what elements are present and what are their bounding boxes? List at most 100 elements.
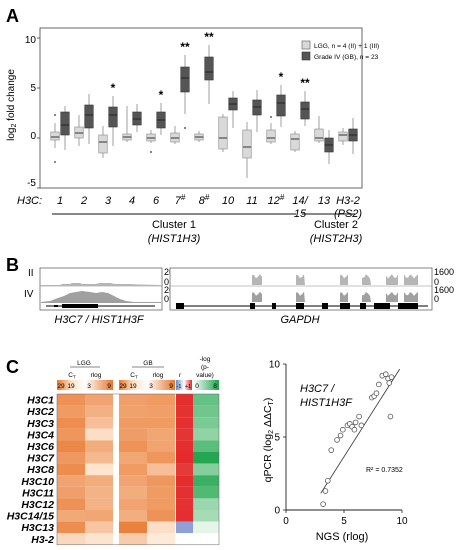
heatmap-scale-bars xyxy=(57,380,219,390)
significance-star: ** xyxy=(204,30,214,44)
scatter-point xyxy=(382,371,389,378)
scale-label: 8 xyxy=(213,383,217,390)
box-lgg xyxy=(146,130,156,153)
heatmap-cell xyxy=(147,428,175,441)
outlier-point xyxy=(184,127,186,129)
heatmap-cell xyxy=(85,486,113,499)
scatter-xlabel: NGS (rlog) xyxy=(316,531,369,543)
heatmap-header: LGG GB CT rlog CT rlog r -log (p- value) xyxy=(68,356,214,380)
gapdh-peak xyxy=(362,274,371,285)
heatmap-cell xyxy=(57,533,85,545)
heatmap-cell xyxy=(85,463,113,476)
left-track-ii-signal xyxy=(41,283,161,286)
header-neglog-1: -log xyxy=(200,356,211,363)
box-lgg xyxy=(290,131,300,152)
heatmap-cell xyxy=(147,417,175,429)
right-scale-top: 1600 xyxy=(434,267,454,277)
box-lgg xyxy=(314,116,324,143)
heatmap-cell xyxy=(176,475,193,487)
gapdh-peak xyxy=(386,291,398,302)
heatmap-cell xyxy=(147,440,175,452)
scatter-plot: 00 5 5 10 10 xyxy=(269,360,408,528)
outlier-point xyxy=(54,161,56,163)
header-lgg-ct: CT xyxy=(68,372,76,380)
gapdh-peak xyxy=(252,291,262,302)
heatmap-cell xyxy=(176,452,193,464)
heatmap-cell xyxy=(85,428,113,441)
heatmap-row-label: H3C12 xyxy=(21,499,54,511)
box-lgg xyxy=(218,114,228,152)
heatmap-cell xyxy=(176,428,193,441)
heatmap-cell xyxy=(119,428,147,441)
box-lgg xyxy=(266,116,276,144)
heatmap-cell xyxy=(119,510,147,522)
x-label: 13 xyxy=(318,195,331,207)
heatmap-cell xyxy=(57,521,85,534)
track-row-iv: IV xyxy=(24,289,34,300)
header-lgg-rlog: rlog xyxy=(91,372,102,379)
scale-bar-gb-ct xyxy=(119,380,147,390)
box-lgg xyxy=(242,122,252,178)
gapdh-peak xyxy=(296,274,305,285)
left-gene-label: H3C7 / HIST1H3F xyxy=(54,314,145,326)
box-lgg xyxy=(98,126,108,158)
heatmap-cell xyxy=(176,417,193,429)
gapdh-peak xyxy=(252,274,262,285)
scale-label: 29 xyxy=(57,383,65,390)
scale-bar-pvalue xyxy=(193,380,219,390)
panel-a-legend: LGG, n = 4 (II) + 1 (III) Grade IV (GB),… xyxy=(301,40,379,61)
scatter-point xyxy=(320,501,326,507)
x-label: 10 xyxy=(222,195,235,207)
box-lgg xyxy=(338,128,348,145)
heatmap-cell xyxy=(193,533,219,545)
scatter-point xyxy=(340,426,346,433)
right-gene-label: GAPDH xyxy=(280,314,319,326)
box-gb xyxy=(276,85,286,127)
box-gb xyxy=(180,55,190,129)
scatter-point xyxy=(387,413,394,420)
heatmap-cell xyxy=(176,394,193,406)
heatmap-cell xyxy=(176,533,193,545)
heatmap-cell xyxy=(176,463,193,476)
heatmap-cell xyxy=(193,452,219,464)
scatter-point xyxy=(373,390,380,397)
heatmap-cell xyxy=(57,463,85,476)
heatmap-row-label: H3C14/15 xyxy=(7,511,54,523)
gapdh-peak xyxy=(386,274,398,285)
scatter-point xyxy=(334,437,340,443)
left-gene-exon-small xyxy=(54,305,58,307)
heatmap-cell xyxy=(193,463,219,476)
heatmap-cell xyxy=(176,498,193,510)
significance-star: * xyxy=(279,70,284,84)
heatmap-cell xyxy=(147,498,175,510)
scatter-point xyxy=(386,380,393,386)
heatmap-row-label: H3C4 xyxy=(27,429,54,441)
right-gene-exons xyxy=(176,303,418,309)
gapdh-peak xyxy=(404,274,418,285)
fit-line xyxy=(320,368,401,494)
cluster1-gene: (HIST1H3) xyxy=(148,233,201,245)
significance-star: ** xyxy=(180,40,190,54)
gapdh-exon xyxy=(398,303,418,309)
heatmap-cell xyxy=(57,475,85,487)
scatter-point xyxy=(337,432,344,439)
x-label: 12# xyxy=(268,193,285,207)
box-gb xyxy=(324,130,334,164)
box-gb xyxy=(300,91,310,126)
x-label: 4 xyxy=(129,195,135,207)
heatmap xyxy=(56,393,220,546)
heatmap-cell xyxy=(119,405,147,418)
right-scale-zero: 0 xyxy=(434,277,439,287)
x-label: 2 xyxy=(80,195,87,207)
cluster2-gene: (HIST2H3) xyxy=(310,233,363,245)
heatmap-row-label: H3C3 xyxy=(27,418,54,430)
scatter-point xyxy=(322,488,329,494)
heatmap-row-label: H3C10 xyxy=(21,476,54,488)
box-lgg xyxy=(194,131,204,142)
scatter-point xyxy=(388,374,395,380)
legend-label-lgg: LGG, n = 4 (II) + 1 (III) xyxy=(314,43,379,50)
significance-star: * xyxy=(111,81,116,95)
y-tick: -5 xyxy=(27,178,36,189)
box-lgg xyxy=(170,126,180,144)
left-scale-zero2: 0 xyxy=(164,294,169,304)
